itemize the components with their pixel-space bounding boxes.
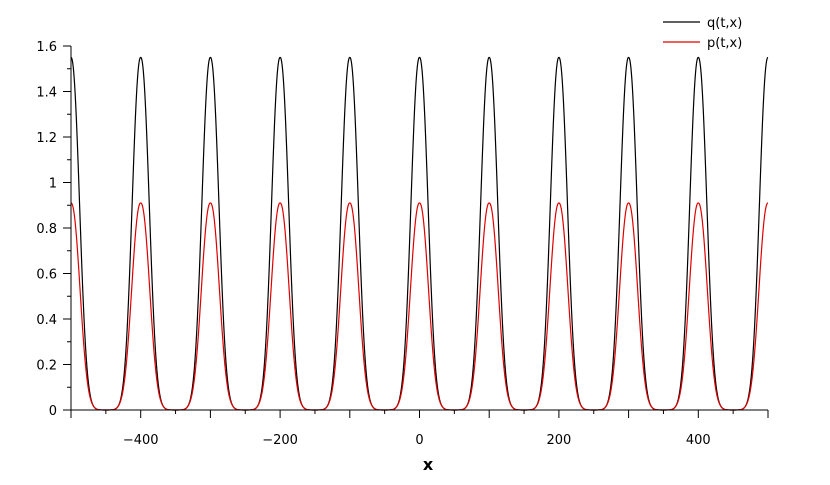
y-tick-label: 0.8 — [36, 222, 57, 237]
x-tick-label: −200 — [262, 433, 298, 448]
y-tick-label: 0 — [49, 404, 57, 419]
y-tick-label: 1.6 — [36, 40, 57, 55]
y-tick-label: 1.4 — [36, 86, 57, 101]
y-tick-label: 0.2 — [36, 359, 57, 374]
y-ticks: 0 0.2 0.4 0.6 0.8 1 1.2 1.4 1.6 — [36, 40, 71, 419]
y-tick-label: 0.4 — [36, 313, 57, 328]
x-ticks: −400 −200 0 200 400 — [70, 410, 769, 448]
plot-lines — [70, 56, 769, 411]
y-tick-label: 0.6 — [36, 268, 57, 283]
x-tick-label: 200 — [546, 433, 571, 448]
series-line-p — [70, 202, 769, 411]
x-tick-label: 0 — [415, 433, 423, 448]
legend-label-q: q(t,x) — [707, 16, 742, 31]
legend: q(t,x) p(t,x) — [663, 16, 742, 51]
x-axis-title: x — [423, 455, 434, 474]
y-tick-label: 1 — [49, 177, 57, 192]
series-line-q — [70, 56, 769, 411]
y-tick-label: 1.2 — [36, 131, 57, 146]
x-tick-label: −400 — [123, 433, 159, 448]
axes — [70, 46, 768, 411]
legend-label-p: p(t,x) — [707, 36, 742, 51]
x-tick-label: 400 — [686, 433, 711, 448]
